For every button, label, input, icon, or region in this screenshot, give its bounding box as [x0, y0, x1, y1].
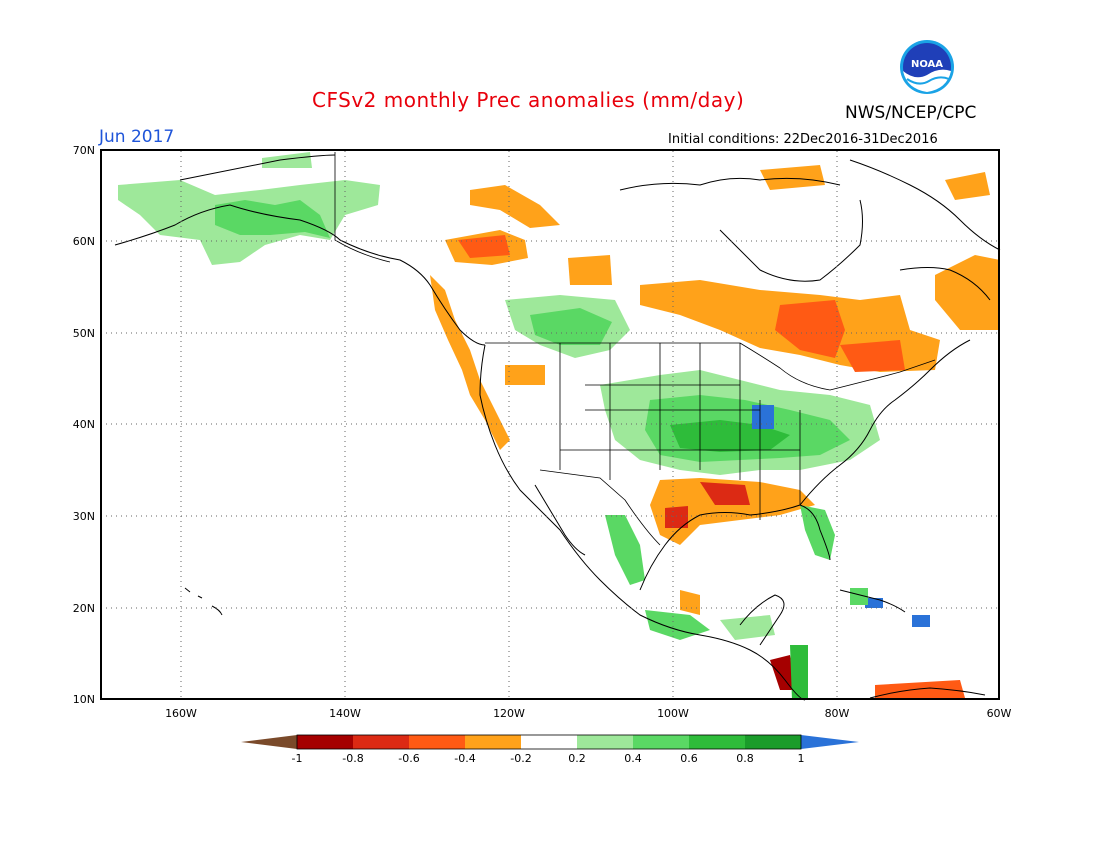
- lat-label: 20N: [73, 602, 95, 615]
- coast-alaska-north: [179, 154, 336, 181]
- legend-bin: [297, 735, 353, 749]
- patch-south-orange: [650, 478, 815, 545]
- agency-label: NWS/NCEP/CPC: [845, 103, 977, 123]
- lat-label: 30N: [73, 510, 95, 523]
- patch-quebec-red: [840, 340, 905, 372]
- longitude-labels: 160W 140W 120W 100W 80W 60W: [165, 707, 1011, 720]
- lon-label: 120W: [493, 707, 525, 720]
- legend-bin: [465, 735, 521, 749]
- legend-label: 1: [798, 752, 805, 765]
- coast-south-america: [869, 687, 986, 699]
- legend-label: -1: [292, 752, 303, 765]
- legend-arrow-above: [801, 735, 859, 749]
- patch-mexico-green: [605, 515, 645, 585]
- patch-ontario-red: [775, 300, 845, 358]
- patch-greenland-orange: [945, 172, 990, 200]
- month-label: Jun 2017: [99, 127, 175, 147]
- coastlines: [114, 154, 1001, 701]
- legend-label: 0.4: [624, 752, 642, 765]
- patch-caribbean-blue-2: [912, 615, 930, 627]
- lon-label: 80W: [825, 707, 850, 720]
- patch-ne-canada-orange: [935, 255, 1000, 330]
- borders: [334, 152, 936, 546]
- border-us-mexico: [539, 469, 661, 546]
- patch-illinois-blue: [752, 405, 774, 429]
- legend-label: -0.8: [342, 752, 363, 765]
- patch-caribbean-blue-1: [865, 598, 883, 608]
- patch-florida-green: [800, 505, 835, 560]
- map-title: CFSv2 monthly Prec anomalies (mm/day): [312, 88, 745, 112]
- coast-hawaii: [184, 587, 223, 616]
- coast-cuba: [839, 589, 906, 613]
- lon-label: 140W: [329, 707, 361, 720]
- patch-west-coast-orange: [430, 275, 510, 450]
- legend-bin: [409, 735, 465, 749]
- legend-bin: [689, 735, 745, 749]
- lat-label: 70N: [73, 144, 95, 157]
- coast-west-us: [479, 344, 806, 701]
- legend-bin: [745, 735, 801, 749]
- legend-label: -0.6: [398, 752, 419, 765]
- border-states: [559, 343, 801, 520]
- patch-great-basin-orange: [505, 365, 545, 385]
- patch-texas-red: [665, 506, 688, 528]
- patch-central-america-green: [790, 645, 808, 700]
- patch-yucatan-green: [720, 615, 775, 640]
- lon-label: 60W: [987, 707, 1012, 720]
- legend-label: -0.2: [510, 752, 531, 765]
- lat-label: 40N: [73, 418, 95, 431]
- lat-label: 60N: [73, 235, 95, 248]
- lat-label: 10N: [73, 693, 95, 706]
- border-alaska: [334, 152, 391, 263]
- patch-central-america-red: [770, 655, 795, 690]
- patch-louisiana-red: [700, 482, 750, 505]
- patch-alaska-green-top: [262, 152, 312, 168]
- patch-baffin-orange: [760, 165, 825, 190]
- lon-label: 100W: [657, 707, 689, 720]
- coast-baja: [534, 484, 586, 556]
- legend-bin: [521, 735, 577, 749]
- legend-bin: [633, 735, 689, 749]
- border-us-canada: [485, 342, 936, 391]
- patch-caribbean-green: [850, 588, 868, 605]
- map-frame: [100, 149, 1000, 700]
- legend-label: -0.4: [454, 752, 475, 765]
- coast-arctic-islands: [619, 177, 841, 191]
- noaa-logo-icon: NOAA: [900, 40, 954, 94]
- color-legend: -1 -0.8 -0.6 -0.4 -0.2 0.2 0.4 0.6 0.8 1: [241, 734, 859, 765]
- lat-label: 50N: [73, 327, 95, 340]
- coast-alaska: [114, 204, 486, 346]
- patch-w-canada-green-dark: [530, 308, 612, 345]
- legend-label: 0.6: [680, 752, 698, 765]
- patch-mexico-orange: [680, 590, 700, 615]
- coast-gulf: [639, 504, 831, 591]
- patch-s-mexico-green: [645, 610, 710, 640]
- legend-label: 0.2: [568, 752, 586, 765]
- coast-labrador: [899, 267, 991, 301]
- coast-east-us: [799, 339, 971, 506]
- noaa-logo-text: NOAA: [911, 59, 943, 70]
- patch-central-canada-orange: [568, 255, 612, 285]
- initial-conditions-label: Initial conditions: 22Dec2016-31Dec2016: [668, 132, 938, 147]
- legend-label: 0.8: [736, 752, 754, 765]
- legend-arrow-below: [241, 735, 297, 749]
- patch-arctic-orange: [470, 185, 560, 228]
- latitude-labels: 70N 60N 50N 40N 30N 20N 10N: [73, 144, 95, 706]
- legend-bin: [577, 735, 633, 749]
- legend-bin: [353, 735, 409, 749]
- lon-label: 160W: [165, 707, 197, 720]
- anomaly-patches: [118, 152, 1000, 700]
- coast-greenland: [849, 159, 1001, 251]
- coast-hudson: [719, 199, 863, 282]
